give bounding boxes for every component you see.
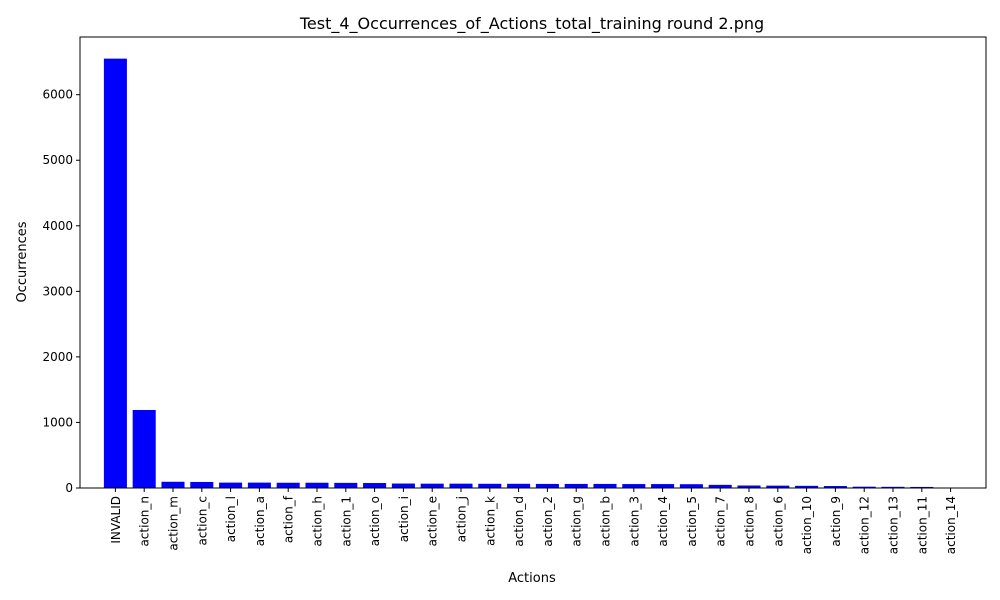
y-tick-label: 1000 — [42, 415, 73, 429]
x-tick-label-action_a: action_a — [253, 496, 267, 546]
bar-action_k — [478, 483, 502, 488]
x-tick-label-action_10: action_10 — [800, 496, 814, 554]
bar-action_10 — [795, 485, 819, 488]
bar-action_d — [507, 483, 531, 488]
x-tick-label-action_5: action_5 — [685, 496, 699, 547]
x-tick-label-action_d: action_d — [512, 496, 526, 547]
plot-frame — [79, 36, 987, 489]
x-tick-label-action_1: action_1 — [339, 496, 353, 547]
x-axis-label: Actions — [508, 571, 556, 586]
bar-action_4 — [651, 484, 675, 488]
bar-action_o — [363, 483, 387, 488]
x-tick-label-action_7: action_7 — [714, 496, 728, 547]
bar-action_g — [564, 483, 588, 488]
x-tick-label-action_9: action_9 — [829, 496, 843, 547]
x-tick-label-action_k: action_k — [483, 496, 497, 546]
x-tick-label-action_n: action_n — [138, 496, 152, 547]
bar-action_b — [593, 483, 617, 488]
y-tick-label: 4000 — [42, 219, 73, 233]
y-tick-label: 3000 — [42, 284, 73, 298]
bar-action_h — [305, 482, 329, 488]
x-tick-label-action_14: action_14 — [944, 496, 958, 554]
x-axis: INVALID action_n action_m action_c action_l a… — [109, 488, 958, 554]
x-tick-label-action_4: action_4 — [656, 496, 670, 547]
bar-action_l — [219, 482, 243, 488]
x-tick-label-action_o: action_o — [368, 496, 382, 546]
x-tick-label-action_b: action_b — [599, 496, 613, 547]
bar-action_11 — [910, 486, 934, 488]
bar-action_i — [391, 483, 415, 488]
x-tick-label-action_11: action_11 — [915, 496, 929, 554]
x-tick-label-action_12: action_12 — [858, 496, 872, 554]
bar-action_1 — [334, 482, 358, 488]
x-tick-label-action_g: action_g — [570, 496, 584, 547]
x-tick-label-INVALID: INVALID — [109, 496, 123, 544]
bar-action_j — [449, 483, 473, 488]
y-tick-label: 0 — [65, 481, 73, 495]
bar-action_e — [420, 483, 444, 488]
x-tick-label-action_j: action_j — [455, 496, 469, 542]
bars-layer — [103, 58, 963, 489]
y-tick-label: 2000 — [42, 350, 73, 364]
bar-action_2 — [535, 483, 559, 488]
bar-action_6 — [766, 485, 790, 488]
bar-action_c — [190, 481, 214, 488]
x-tick-label-action_3: action_3 — [627, 496, 641, 547]
y-tick-label: 6000 — [42, 88, 73, 102]
x-tick-label-action_f: action_f — [282, 495, 296, 543]
y-axis: 0 1000 2000 3000 4000 5000 6000 — [42, 88, 80, 495]
bar-action_8 — [737, 485, 761, 488]
x-tick-label-action_h: action_h — [311, 496, 325, 547]
bar-action_13 — [881, 486, 905, 488]
bar-action_m — [161, 481, 185, 488]
x-tick-label-action_l: action_l — [224, 496, 238, 542]
x-tick-label-action_e: action_e — [426, 496, 440, 546]
bar-action_7 — [708, 484, 732, 488]
x-tick-label-action_6: action_6 — [771, 496, 785, 547]
y-tick-label: 5000 — [42, 153, 73, 167]
x-tick-label-action_c: action_c — [195, 496, 209, 546]
chart-title: Test_4_Occurrences_of_Actions_total_trai… — [299, 14, 764, 34]
x-tick-label-action_2: action_2 — [541, 496, 555, 547]
x-tick-label-action_13: action_13 — [887, 496, 901, 554]
x-tick-label-action_m: action_m — [167, 496, 181, 551]
bar-INVALID — [103, 58, 127, 489]
x-tick-label-action_i: action_i — [397, 496, 411, 542]
bar-action_3 — [622, 484, 646, 488]
bar-action_f — [276, 482, 300, 488]
x-tick-label-action_8: action_8 — [743, 496, 757, 547]
bar-action_9 — [823, 486, 847, 488]
bar-action_12 — [852, 486, 876, 488]
bar-action_a — [247, 482, 271, 488]
bar-action_n — [132, 409, 156, 488]
y-axis-label: Occurrences — [15, 221, 30, 302]
bar-action_5 — [679, 484, 703, 488]
